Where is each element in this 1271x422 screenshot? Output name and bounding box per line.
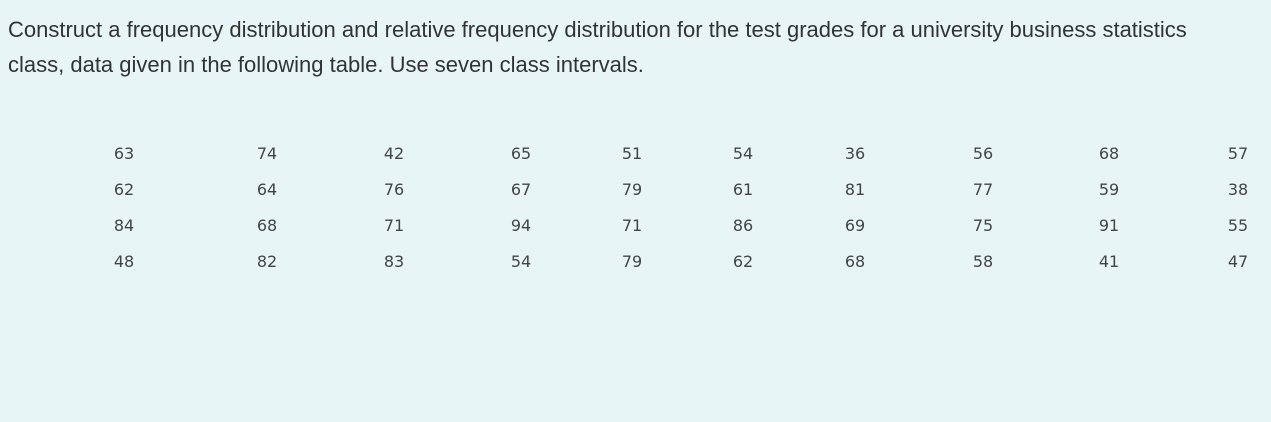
table-cell: 36 (844, 143, 866, 163)
table-cell: 75 (972, 215, 994, 235)
table-cell: 42 (383, 143, 405, 163)
question-text: Construct a frequency distribution and r… (8, 17, 1187, 77)
grades-data-table: 63 74 42 65 51 54 36 56 68 57 62 64 76 67 79 61 81 77 59 38… (0, 135, 1271, 279)
table-cell: 91 (1098, 215, 1120, 235)
table-cell: 65 (510, 143, 532, 163)
table-cell: 59 (1098, 179, 1120, 199)
table-cell: 81 (844, 179, 866, 199)
table-cell: 82 (256, 251, 278, 271)
table-row: 63 74 42 65 51 54 36 56 68 57 (0, 135, 1271, 171)
table-cell: 77 (972, 179, 994, 199)
table-cell: 41 (1098, 251, 1120, 271)
table-cell: 58 (972, 251, 994, 271)
table-row: 84 68 71 94 71 86 69 75 91 55 (0, 207, 1271, 243)
table-row: 48 82 83 54 79 62 68 58 41 47 (0, 243, 1271, 279)
table-cell: 71 (621, 215, 643, 235)
table-cell: 47 (1227, 251, 1249, 271)
table-cell: 67 (510, 179, 532, 199)
table-cell: 64 (256, 179, 278, 199)
table-cell: 69 (844, 215, 866, 235)
table-cell: 51 (621, 143, 643, 163)
table-cell: 55 (1227, 215, 1249, 235)
table-cell: 61 (732, 179, 754, 199)
table-cell: 86 (732, 215, 754, 235)
table-cell: 94 (510, 215, 532, 235)
table-cell: 84 (113, 215, 135, 235)
table-cell: 68 (844, 251, 866, 271)
table-cell: 83 (383, 251, 405, 271)
table-cell: 68 (256, 215, 278, 235)
table-cell: 79 (621, 179, 643, 199)
table-cell: 71 (383, 215, 405, 235)
table-cell: 62 (113, 179, 135, 199)
table-cell: 56 (972, 143, 994, 163)
table-cell: 57 (1227, 143, 1249, 163)
table-cell: 79 (621, 251, 643, 271)
table-cell: 54 (510, 251, 532, 271)
table-cell: 68 (1098, 143, 1120, 163)
table-row: 62 64 76 67 79 61 81 77 59 38 (0, 171, 1271, 207)
table-cell: 48 (113, 251, 135, 271)
table-cell: 62 (732, 251, 754, 271)
table-cell: 38 (1227, 179, 1249, 199)
table-cell: 54 (732, 143, 754, 163)
table-cell: 74 (256, 143, 278, 163)
table-cell: 63 (113, 143, 135, 163)
table-body: 63 74 42 65 51 54 36 56 68 57 62 64 76 67 79 61 81 77 59 38… (0, 135, 1271, 279)
table-cell: 76 (383, 179, 405, 199)
